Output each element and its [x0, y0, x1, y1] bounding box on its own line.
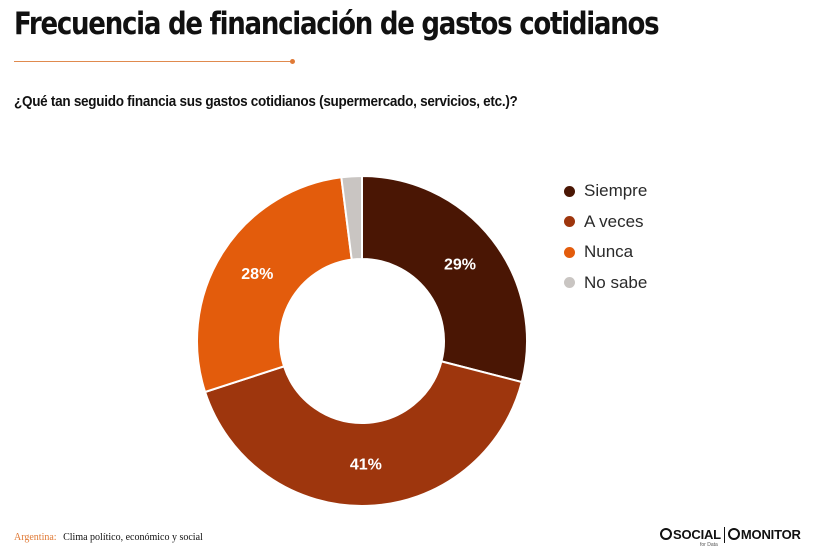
q-logo-icon	[660, 528, 672, 540]
footer-subtitle: Clima político, económico y social	[63, 532, 203, 543]
title-divider-dot	[290, 59, 295, 64]
legend-label-no-sabe: No sabe	[584, 272, 648, 292]
qmonitor-logo: MONITOR	[727, 527, 801, 542]
logos: SOCIAL for Data MONITOR	[660, 527, 801, 548]
donut-slice-a-veces	[203, 360, 524, 507]
legend-label-siempre: Siempre	[584, 181, 648, 201]
qmonitor-logo-text: MONITOR	[740, 527, 801, 542]
legend-item-siempre: Siempre	[564, 176, 647, 207]
footer-country: Argentina:	[14, 532, 57, 543]
legend-swatch-no-sabe	[564, 277, 575, 289]
legend-label-nunca: Nunca	[584, 242, 634, 262]
donut-slice-siempre	[361, 174, 528, 384]
qsocial-logo: SOCIAL for Data	[660, 527, 721, 548]
donut-slice-no-sabe	[340, 174, 363, 261]
legend-swatch-siempre	[564, 185, 575, 197]
legend-item-nunca: Nunca	[564, 237, 647, 268]
data-label-a-veces: 41%	[350, 456, 382, 473]
legend-item-no-sabe: No sabe	[564, 268, 647, 299]
donut-slice-nunca	[196, 176, 353, 394]
legend-swatch-a-veces	[564, 216, 575, 228]
logo-divider	[723, 527, 725, 543]
legend-item-a-veces: A veces	[564, 207, 647, 238]
data-label-nunca: 28%	[241, 266, 273, 283]
footer: Argentina: Clima político, económico y s…	[14, 532, 203, 543]
data-label-siempre: 29%	[444, 256, 476, 273]
chart-legend: Siempre A veces Nunca No sabe	[564, 176, 647, 298]
q-logo-icon	[727, 528, 740, 540]
page-title: Frecuencia de financiación de gastos cot…	[14, 6, 660, 42]
title-divider	[14, 61, 292, 62]
qsocial-logo-text: SOCIAL	[673, 527, 721, 542]
legend-swatch-nunca	[564, 246, 575, 258]
legend-label-a-veces: A veces	[584, 211, 644, 231]
qsocial-logo-subtext: for Data	[700, 542, 718, 548]
survey-question: ¿Qué tan seguido financia sus gastos cot…	[14, 93, 518, 110]
